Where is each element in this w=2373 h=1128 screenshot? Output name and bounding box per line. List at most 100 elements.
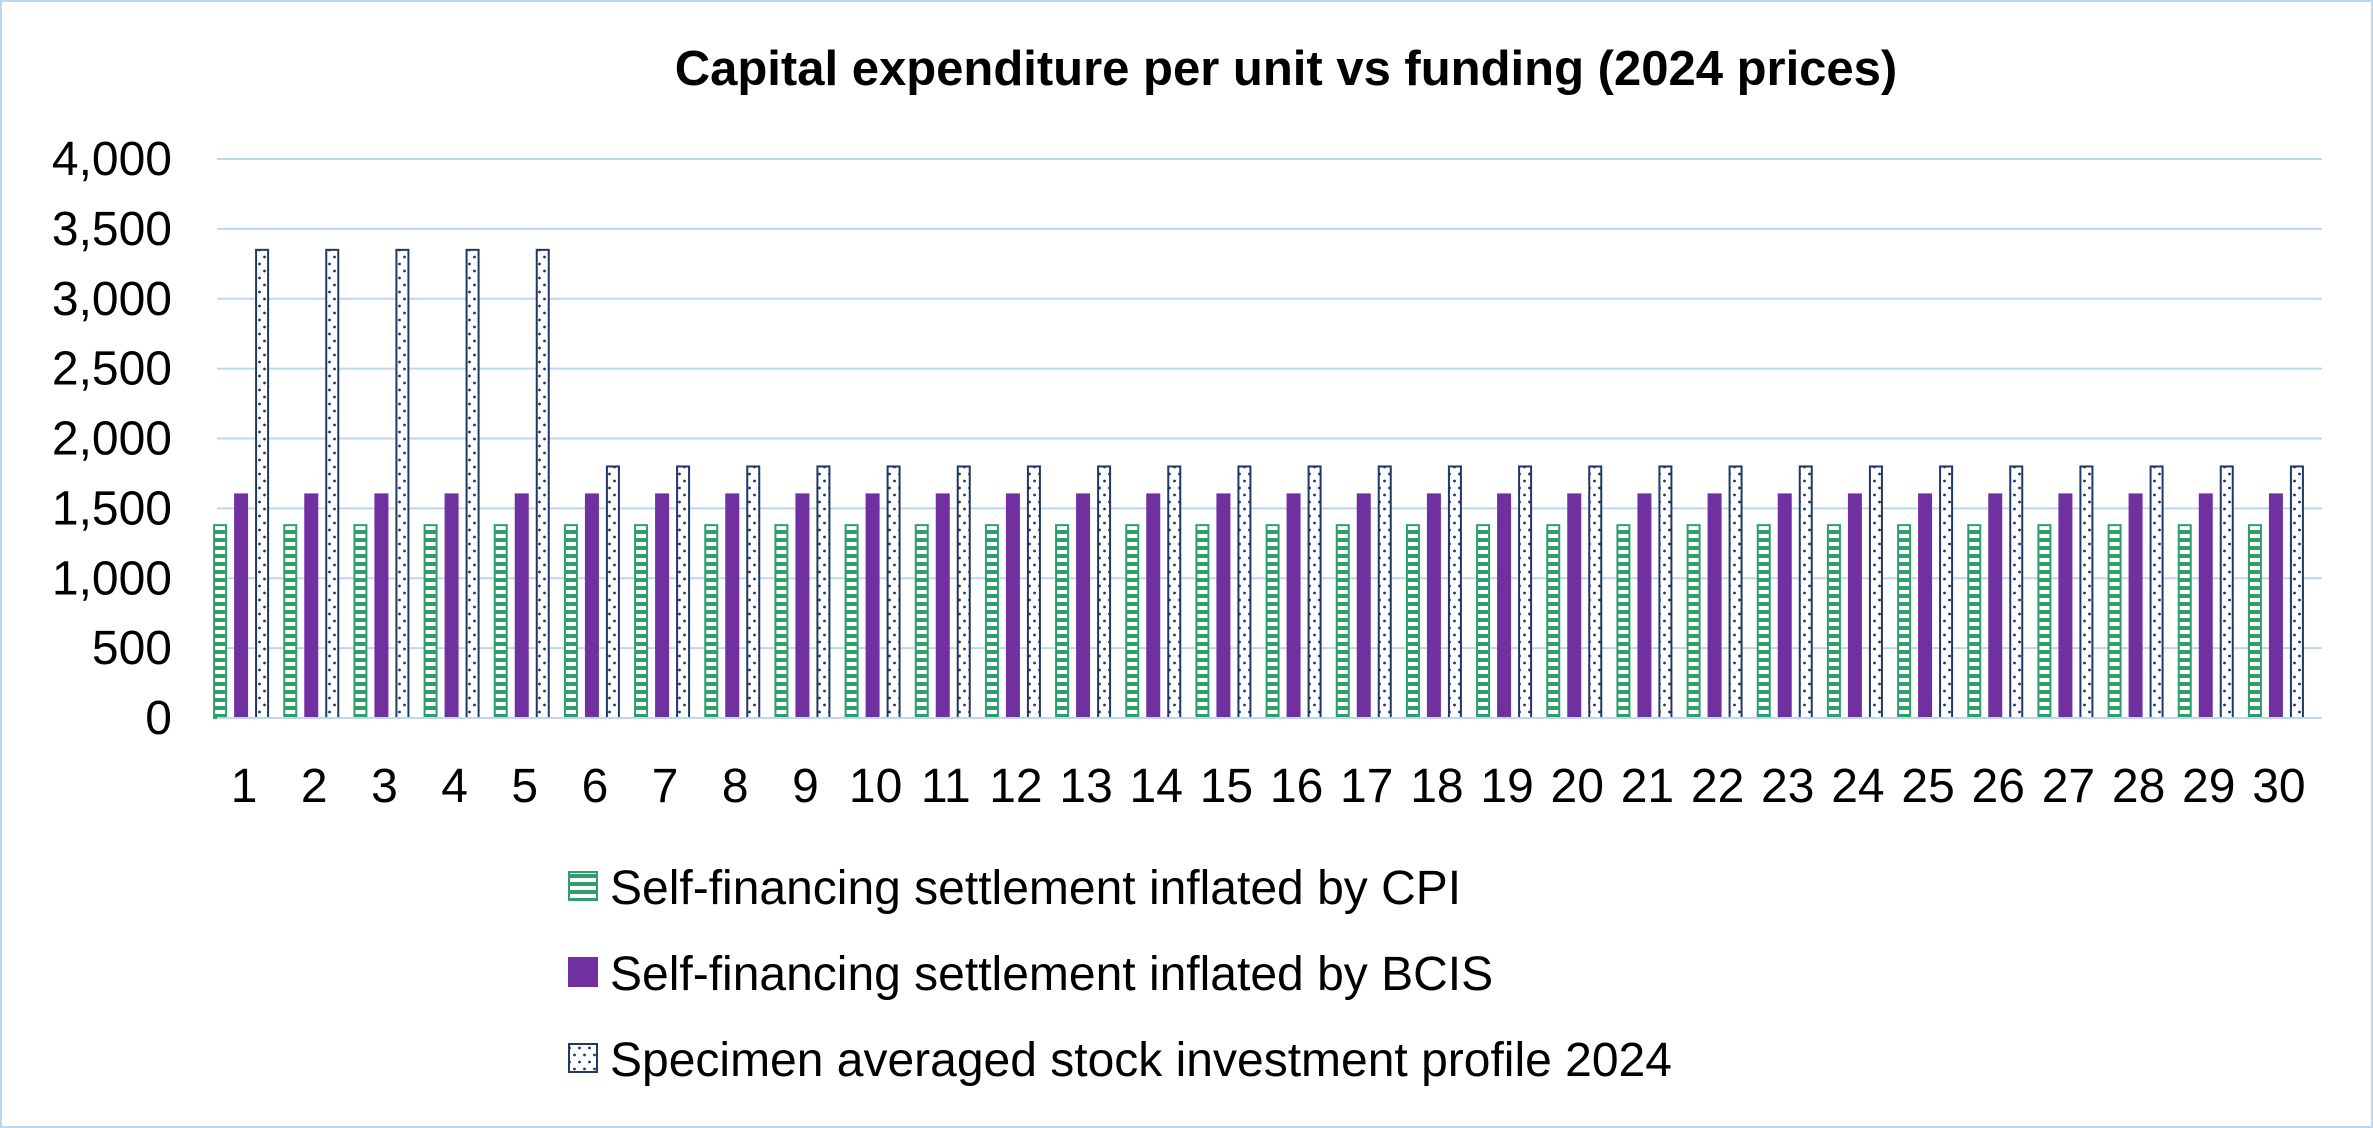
chart-title: Capital expenditure per unit vs funding … <box>675 42 1898 96</box>
bar-series-1-cat-18 <box>1405 524 1420 720</box>
x-tick-label: 5 <box>511 760 538 813</box>
x-tick-label: 6 <box>582 760 609 813</box>
bar-series-1-cat-8 <box>704 524 719 720</box>
bar-series-1-cat-27 <box>2037 524 2052 720</box>
x-tick-label: 8 <box>722 760 749 813</box>
bar-series-2-cat-1 <box>234 493 249 719</box>
bar-series-3-cat-14 <box>1167 465 1182 720</box>
x-tick-label: 10 <box>849 760 902 813</box>
bar-series-3-cat-8 <box>746 465 761 720</box>
bar-series-2-cat-7 <box>655 493 670 719</box>
x-tick-label: 7 <box>652 760 679 813</box>
x-tick-label: 24 <box>1831 760 1884 813</box>
bar-series-3-cat-15 <box>1237 465 1252 720</box>
bar-series-1-cat-6 <box>563 524 578 720</box>
x-tick-label: 23 <box>1761 760 1814 813</box>
x-tick-label: 2 <box>301 760 328 813</box>
bar-series-3-cat-20 <box>1588 465 1603 720</box>
bar-series-2-cat-25 <box>1918 493 1933 719</box>
y-tick-label: 0 <box>145 692 172 745</box>
legend-label-3: Specimen averaged stock investment profi… <box>610 1034 1672 1087</box>
bars <box>213 248 2304 720</box>
bar-series-2-cat-5 <box>514 493 529 719</box>
x-tick-label: 13 <box>1059 760 1112 813</box>
x-tick-label: 19 <box>1480 760 1533 813</box>
bar-series-2-cat-30 <box>2268 493 2283 719</box>
bar-series-2-cat-3 <box>374 493 389 719</box>
x-tick-label: 14 <box>1130 760 1183 813</box>
bar-series-3-cat-13 <box>1097 465 1112 720</box>
bar-series-2-cat-6 <box>584 493 599 719</box>
bar-series-3-cat-21 <box>1658 465 1673 720</box>
bar-series-1-cat-3 <box>353 524 368 720</box>
bar-series-3-cat-1 <box>255 248 270 719</box>
bar-series-3-cat-23 <box>1798 465 1813 720</box>
x-tick-label: 16 <box>1270 760 1323 813</box>
bar-series-3-cat-28 <box>2149 465 2164 720</box>
bar-series-1-cat-11 <box>914 524 929 720</box>
bar-series-2-cat-29 <box>2198 493 2213 719</box>
bar-series-2-cat-23 <box>1777 493 1792 719</box>
bar-series-3-cat-17 <box>1377 465 1392 720</box>
bar-series-3-cat-4 <box>465 248 480 719</box>
bar-series-2-cat-20 <box>1567 493 1582 719</box>
bar-series-2-cat-27 <box>2058 493 2073 719</box>
bar-series-1-cat-30 <box>2247 524 2262 720</box>
legend-label-1: Self-financing settlement inflated by CP… <box>610 862 1461 915</box>
bar-series-2-cat-15 <box>1216 493 1231 719</box>
bar-series-2-cat-24 <box>1847 493 1862 719</box>
x-tick-label: 29 <box>2182 760 2235 813</box>
bar-series-1-cat-23 <box>1756 524 1771 720</box>
x-tick-label: 1 <box>231 760 258 813</box>
y-tick-label: 1,500 <box>52 482 172 535</box>
x-tick-label: 4 <box>441 760 468 813</box>
bar-series-1-cat-12 <box>984 524 999 720</box>
y-tick-label: 1,000 <box>52 552 172 605</box>
bar-series-3-cat-22 <box>1728 465 1743 720</box>
bar-series-2-cat-26 <box>1988 493 2003 719</box>
bar-series-1-cat-10 <box>844 524 859 720</box>
x-tick-label: 21 <box>1621 760 1674 813</box>
bar-series-2-cat-2 <box>304 493 319 719</box>
x-tick-label: 15 <box>1200 760 1253 813</box>
bar-series-1-cat-28 <box>2107 524 2122 720</box>
x-tick-label: 9 <box>792 760 819 813</box>
y-tick-label: 2,500 <box>52 343 172 396</box>
bar-series-1-cat-20 <box>1546 524 1561 720</box>
bar-series-2-cat-16 <box>1286 493 1301 719</box>
y-tick-label: 4,000 <box>52 133 172 186</box>
bar-series-1-cat-15 <box>1195 524 1210 720</box>
bar-series-1-cat-17 <box>1335 524 1350 720</box>
bar-series-3-cat-10 <box>886 465 901 720</box>
bar-series-2-cat-28 <box>2128 493 2143 719</box>
bar-series-2-cat-21 <box>1637 493 1652 719</box>
bar-series-2-cat-14 <box>1146 493 1161 719</box>
bar-series-3-cat-5 <box>535 248 550 719</box>
bar-series-1-cat-26 <box>1967 524 1982 720</box>
bar-series-3-cat-25 <box>1939 465 1954 720</box>
bar-series-1-cat-7 <box>634 524 649 720</box>
y-tick-label: 3,000 <box>52 273 172 326</box>
bar-series-3-cat-9 <box>816 465 831 720</box>
x-tick-label: 18 <box>1410 760 1463 813</box>
x-tick-label: 25 <box>1901 760 1954 813</box>
legend: Self-financing settlement inflated by CP… <box>568 862 1672 1087</box>
bar-series-3-cat-12 <box>1026 465 1041 720</box>
bar-series-1-cat-25 <box>1897 524 1912 720</box>
bar-series-3-cat-19 <box>1518 465 1533 720</box>
bar-series-1-cat-1 <box>213 524 228 720</box>
bar-series-1-cat-9 <box>774 524 789 720</box>
x-tick-label: 27 <box>2042 760 2095 813</box>
bar-series-3-cat-16 <box>1307 465 1322 720</box>
bar-series-1-cat-13 <box>1055 524 1070 720</box>
bar-series-2-cat-11 <box>935 493 950 719</box>
x-tick-label: 17 <box>1340 760 1393 813</box>
bar-series-1-cat-4 <box>423 524 438 720</box>
x-tick-label: 22 <box>1691 760 1744 813</box>
bar-series-3-cat-6 <box>605 465 620 720</box>
bar-series-2-cat-10 <box>865 493 880 719</box>
bar-series-2-cat-13 <box>1076 493 1091 719</box>
bar-series-3-cat-3 <box>395 248 410 719</box>
bar-series-3-cat-7 <box>676 465 691 720</box>
